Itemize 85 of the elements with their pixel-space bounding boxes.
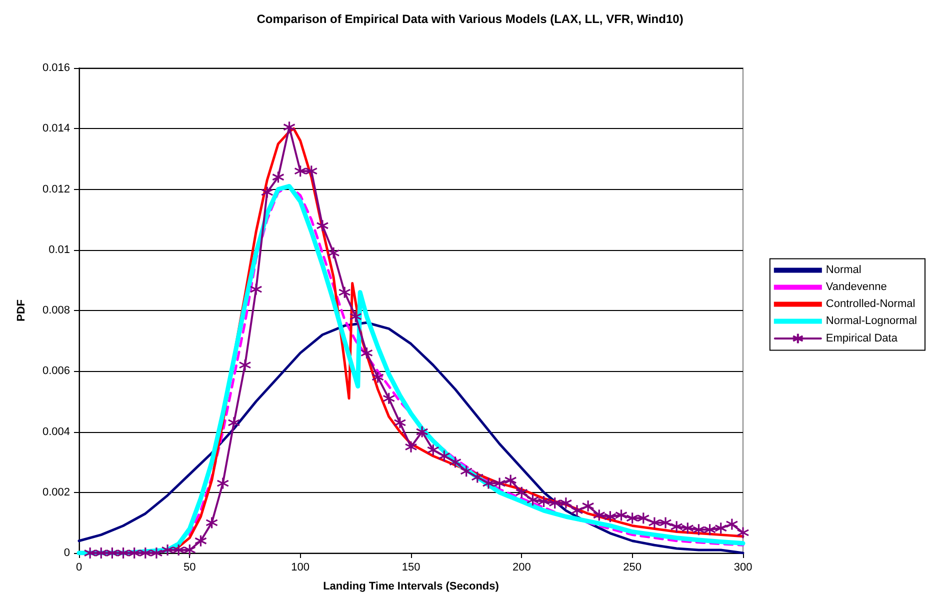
point bbox=[438, 450, 450, 462]
point bbox=[116, 546, 130, 560]
point bbox=[94, 546, 108, 560]
point bbox=[404, 440, 418, 454]
point bbox=[216, 476, 230, 490]
point bbox=[726, 518, 738, 531]
x-tick-label: 150 bbox=[402, 562, 420, 574]
point bbox=[538, 495, 550, 508]
point bbox=[592, 508, 606, 522]
point bbox=[360, 346, 374, 360]
point bbox=[172, 544, 185, 556]
point bbox=[250, 282, 262, 296]
point bbox=[416, 425, 428, 438]
point bbox=[714, 522, 728, 534]
y-tick-label: 0.01 bbox=[48, 244, 70, 256]
y-tick-label: 0.006 bbox=[42, 365, 70, 378]
point bbox=[582, 500, 594, 512]
point bbox=[626, 512, 639, 524]
x-axis-title: Landing Time Intervals (Seconds) bbox=[323, 580, 500, 592]
point bbox=[228, 416, 240, 429]
line-series bbox=[78, 321, 744, 554]
y-tick-label: 0.016 bbox=[42, 62, 70, 74]
point bbox=[482, 476, 495, 490]
point bbox=[382, 392, 396, 405]
point bbox=[305, 164, 318, 178]
point bbox=[736, 526, 750, 539]
point bbox=[238, 358, 252, 372]
point bbox=[493, 476, 506, 490]
point bbox=[316, 219, 329, 232]
y-tick-label: 0.004 bbox=[42, 426, 70, 438]
point bbox=[106, 546, 118, 560]
point bbox=[704, 523, 716, 536]
y-tick-label: 0.014 bbox=[42, 122, 70, 135]
point bbox=[560, 496, 572, 510]
legend-label: Normal bbox=[826, 264, 862, 276]
legend-label: Controlled-Normal bbox=[826, 298, 916, 310]
x-tick-label: 250 bbox=[623, 562, 642, 574]
point bbox=[139, 546, 152, 560]
point bbox=[282, 120, 296, 134]
point bbox=[426, 444, 440, 456]
point bbox=[526, 494, 540, 506]
point bbox=[349, 310, 362, 323]
legend-label: Empirical Data bbox=[826, 332, 898, 344]
point bbox=[659, 516, 672, 529]
y-axis-title: PDF bbox=[16, 299, 28, 322]
point bbox=[548, 496, 562, 510]
point bbox=[681, 522, 694, 534]
point bbox=[294, 164, 307, 178]
y-tick-label: 0 bbox=[64, 547, 70, 559]
x-tick-label: 200 bbox=[512, 562, 531, 574]
x-tick-label: 300 bbox=[734, 562, 752, 574]
legend-label: Vandevenne bbox=[826, 281, 887, 294]
y-tick-label: 0.008 bbox=[42, 304, 70, 316]
point bbox=[327, 246, 340, 260]
point bbox=[161, 544, 174, 556]
point bbox=[338, 286, 351, 299]
y-tick-label: 0.012 bbox=[42, 183, 70, 196]
point bbox=[128, 546, 141, 560]
point bbox=[637, 512, 650, 524]
point bbox=[604, 510, 616, 523]
x-tick-label: 0 bbox=[76, 562, 82, 574]
chart-title: Comparison of Empirical Data with Various Models (LAX, LL, VFR, Wind10) bbox=[256, 12, 684, 26]
point bbox=[372, 370, 384, 384]
point bbox=[394, 416, 406, 429]
legend-label: Normal-Lognormal bbox=[826, 315, 918, 328]
point bbox=[670, 520, 683, 533]
point bbox=[460, 464, 473, 478]
point bbox=[648, 516, 661, 529]
point bbox=[570, 504, 584, 517]
point bbox=[515, 486, 528, 499]
point bbox=[206, 516, 218, 529]
x-tick-label: 100 bbox=[291, 562, 310, 574]
point bbox=[84, 546, 96, 560]
point bbox=[614, 508, 628, 522]
point bbox=[471, 470, 484, 484]
point bbox=[272, 170, 284, 184]
y-tick-label: 0.002 bbox=[42, 486, 70, 498]
point bbox=[150, 546, 163, 560]
point bbox=[504, 474, 517, 487]
point bbox=[448, 456, 462, 468]
point bbox=[183, 544, 196, 556]
point bbox=[692, 523, 706, 536]
point bbox=[260, 186, 274, 199]
x-tick-label: 50 bbox=[184, 562, 196, 574]
point bbox=[194, 534, 208, 548]
